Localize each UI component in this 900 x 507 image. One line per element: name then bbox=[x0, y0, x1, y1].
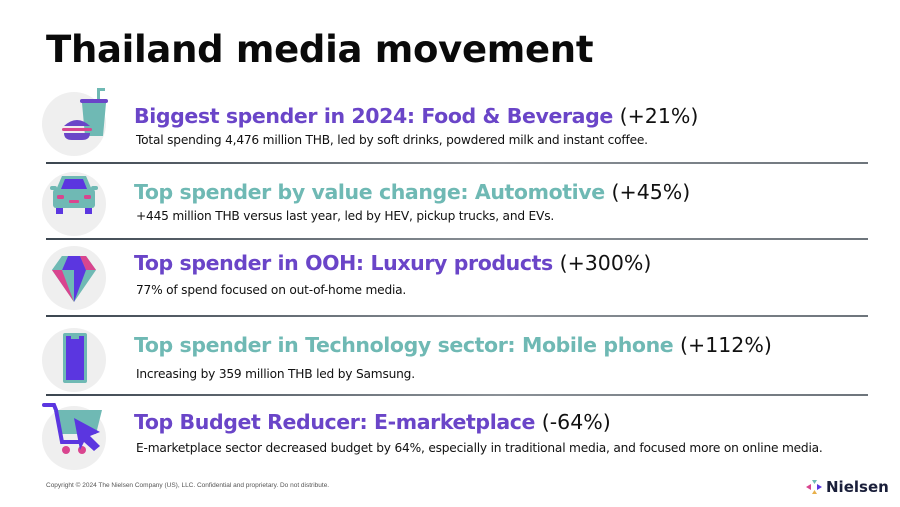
item-headline: Biggest spender in 2024: Food & Beverage… bbox=[134, 104, 698, 128]
item-headline: Top spender in OOH: Luxury products (+30… bbox=[134, 251, 651, 275]
item-headline: Top spender by value change: Automotive … bbox=[134, 180, 690, 204]
item-title: Top Budget Reducer: E-marketplace bbox=[134, 410, 536, 434]
mobile-phone-icon bbox=[42, 328, 106, 392]
item-description: 77% of spend focused on out-of-home medi… bbox=[136, 283, 407, 297]
fast-food-icon bbox=[42, 88, 108, 156]
item-change: (+112%) bbox=[680, 333, 772, 357]
item-description: E-marketplace sector decreased budget by… bbox=[136, 441, 823, 455]
nielsen-logo: Nielsen bbox=[806, 478, 889, 496]
logo-text: Nielsen bbox=[826, 478, 889, 496]
item-change: (-64%) bbox=[541, 410, 611, 434]
divider bbox=[46, 238, 868, 240]
item-change: (+45%) bbox=[611, 180, 691, 204]
item-description: Total spending 4,476 million THB, led by… bbox=[136, 133, 648, 147]
item-title: Biggest spender in 2024: Food & Beverage bbox=[134, 104, 613, 128]
divider bbox=[46, 394, 868, 396]
item-change: (+300%) bbox=[559, 251, 652, 275]
page-title: Thailand media movement bbox=[46, 28, 594, 71]
item-headline: Top spender in Technology sector: Mobile… bbox=[134, 333, 772, 357]
diamond-icon bbox=[42, 246, 106, 310]
nielsen-logo-icon bbox=[806, 480, 822, 494]
item-title: Top spender in OOH: Luxury products bbox=[134, 251, 553, 275]
shopping-cart-icon bbox=[42, 403, 106, 470]
item-title: Top spender in Technology sector: Mobile… bbox=[134, 333, 674, 357]
item-title: Top spender by value change: Automotive bbox=[134, 180, 605, 204]
car-icon bbox=[42, 172, 106, 236]
divider bbox=[46, 315, 868, 317]
item-headline: Top Budget Reducer: E-marketplace (-64%) bbox=[134, 410, 611, 434]
item-description: Increasing by 359 million THB led by Sam… bbox=[136, 367, 415, 381]
item-change: (+21%) bbox=[619, 104, 699, 128]
item-description: +445 million THB versus last year, led b… bbox=[136, 209, 555, 223]
copyright-text: Copyright © 2024 The Nielsen Company (US… bbox=[46, 482, 330, 489]
divider bbox=[46, 162, 868, 164]
